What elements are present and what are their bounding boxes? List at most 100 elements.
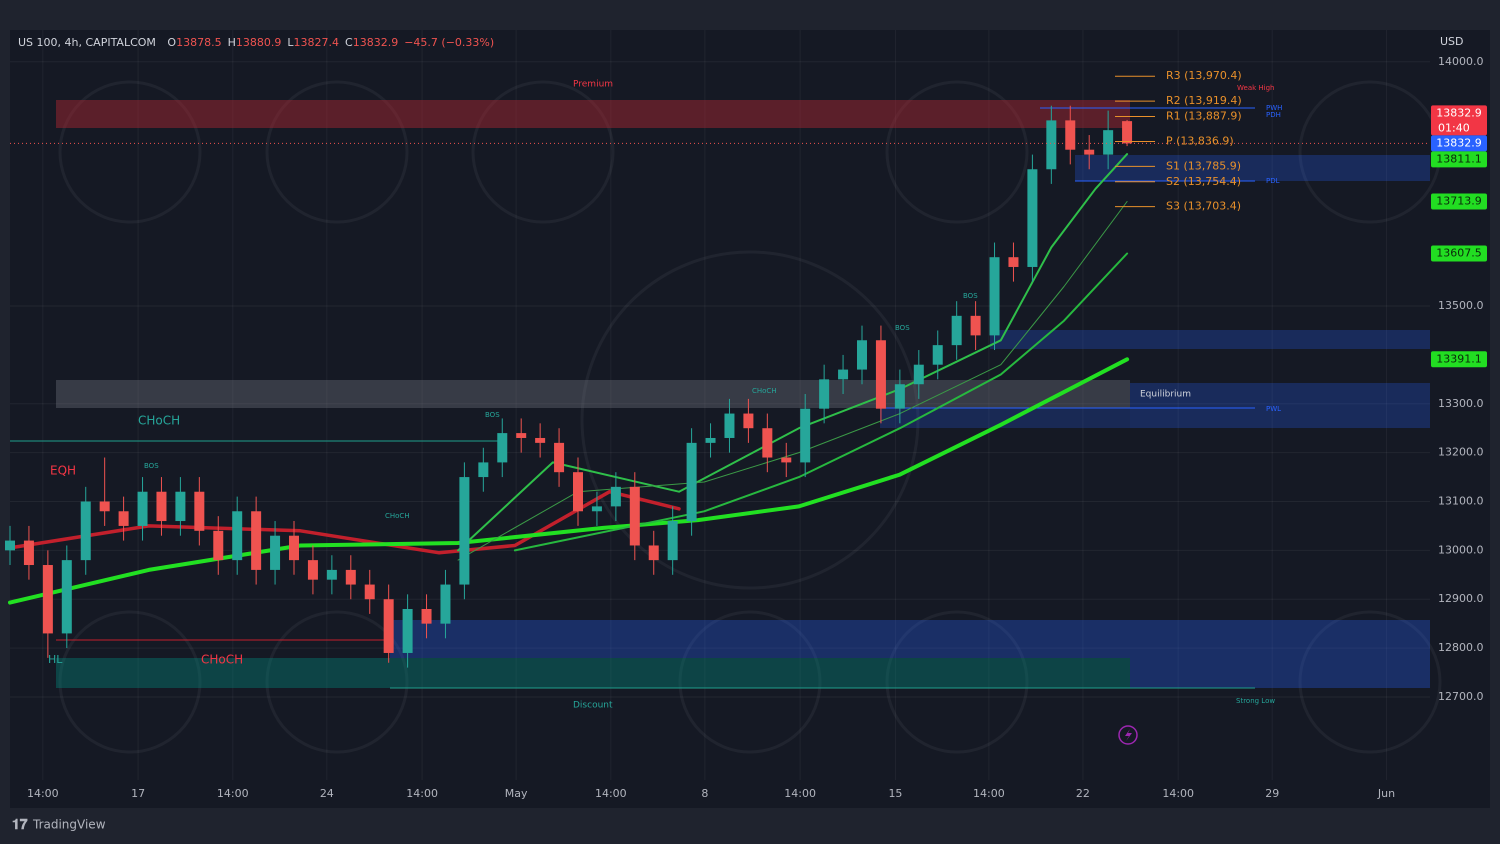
order-block	[1130, 658, 1430, 688]
annotation: BOS	[144, 462, 159, 470]
candle-body	[23, 540, 34, 566]
candle-body	[326, 569, 337, 580]
annotation: CHoCH	[138, 414, 180, 428]
annotation: PDH	[1266, 111, 1281, 119]
price-tag	[1431, 351, 1487, 368]
price-tag	[1431, 135, 1487, 152]
price-tag-label: 13391.1	[1436, 352, 1482, 365]
candle-body	[307, 560, 318, 580]
logo-mark: 𝟏𝟕	[12, 817, 28, 833]
stat-value: 13832.9	[353, 36, 399, 49]
y-tick-label: 14000.0	[1438, 55, 1484, 68]
candle-body	[42, 565, 53, 634]
annotation: CHoCH	[201, 653, 243, 667]
alert-icon-bolt	[1125, 729, 1132, 741]
candle-body	[175, 491, 186, 522]
candle-body	[232, 511, 243, 561]
price-tag	[1431, 245, 1487, 262]
candle-body	[1065, 120, 1076, 150]
y-tick-label: 13000.0	[1438, 543, 1484, 556]
candle-body	[1084, 149, 1095, 155]
candle-body	[213, 530, 224, 561]
candle-body	[289, 535, 299, 561]
annotation: PWL	[1266, 405, 1281, 413]
candle-body	[781, 457, 792, 463]
x-tick-label: 14:00	[784, 787, 816, 800]
annotation: Strong Low	[1236, 697, 1275, 705]
candle-body	[383, 599, 394, 653]
candle-body	[137, 491, 148, 526]
moving-average	[8, 357, 1130, 605]
candle-body	[838, 369, 849, 380]
x-tick-label: 29	[1265, 787, 1279, 800]
candle-body	[951, 315, 962, 346]
x-tick-label: 8	[701, 787, 708, 800]
annotation: CHoCH	[385, 512, 410, 520]
pivot-label: R3 (13,970.4)	[1166, 69, 1242, 82]
candle-body	[118, 511, 129, 526]
watermark	[471, 80, 615, 224]
pivot-label: S2 (13,754.4)	[1166, 175, 1241, 188]
x-tick-label: 14:00	[1162, 787, 1194, 800]
candle-body	[421, 608, 432, 624]
symbol: US 100, 4h, CAPITALCOM	[18, 36, 156, 49]
order-block	[1130, 383, 1430, 428]
candle-body	[894, 384, 905, 409]
candle-body	[610, 486, 621, 507]
candle-body	[648, 545, 659, 561]
price-tag	[1431, 105, 1487, 136]
candle-body	[251, 511, 262, 570]
candle-body	[402, 608, 413, 653]
alert-icon[interactable]	[1118, 725, 1138, 745]
y-tick-label: 12900.0	[1438, 592, 1484, 605]
order-block	[990, 330, 1430, 349]
candle-body	[440, 584, 451, 624]
annotation: EQH	[50, 464, 76, 478]
stat-prefix: C	[345, 36, 353, 49]
price-tag-label: 13832.9	[1436, 106, 1482, 119]
annotations: Premium Equilibrium Discount CHoCH EQH H…	[48, 80, 1282, 711]
x-tick-label: 15	[888, 787, 902, 800]
candle-body	[667, 521, 678, 561]
candle-body	[686, 442, 697, 522]
x-tick-label: 14:00	[217, 787, 249, 800]
watermark	[265, 80, 409, 224]
annotation: Equilibrium	[1140, 390, 1191, 400]
annotation: Weak High	[1237, 84, 1274, 92]
watermark	[885, 610, 1029, 754]
pivot-label: P (13,836.9)	[1166, 134, 1234, 147]
brand: TradingView	[32, 818, 106, 832]
annotation: PWH	[1266, 104, 1282, 112]
change: −45.7 (−0.33%)	[404, 36, 494, 49]
pivot-label: S1 (13,785.9)	[1166, 159, 1241, 172]
x-tick-label: May	[505, 787, 528, 800]
x-tick-label: 17	[131, 787, 145, 800]
equilibrium-zone	[56, 380, 1130, 408]
annotation: CHoCH	[752, 387, 777, 395]
stat-value: 13878.5	[176, 36, 222, 49]
watermark	[265, 610, 409, 754]
y-tick-label: 13300.0	[1438, 397, 1484, 410]
candle-body	[1046, 120, 1057, 170]
annotation: BOS	[485, 411, 500, 419]
candle-body	[1122, 121, 1133, 144]
x-tick-label: 24	[320, 787, 334, 800]
price-tag-label: 13832.9	[1436, 136, 1482, 149]
watermark	[678, 610, 822, 754]
y-tick-label: 13500.0	[1438, 299, 1484, 312]
candle-body	[1027, 169, 1038, 267]
y-tick-label: 12800.0	[1438, 641, 1484, 654]
price-tag-label: 13713.9	[1436, 195, 1482, 208]
x-tick-label: 22	[1076, 787, 1090, 800]
y-tick-label: 13200.0	[1438, 446, 1484, 459]
header: US 100, 4h, CAPITALCOM O13878.5 H13880.9 L…	[18, 36, 494, 49]
x-tick-label: 14:00	[595, 787, 627, 800]
price-tag-label: 13811.1	[1436, 152, 1482, 165]
candle-body	[743, 413, 754, 429]
candle-body	[1103, 130, 1114, 155]
zones	[10, 100, 1430, 689]
candle-body	[345, 569, 356, 585]
stat-value: 13880.9	[236, 36, 282, 49]
